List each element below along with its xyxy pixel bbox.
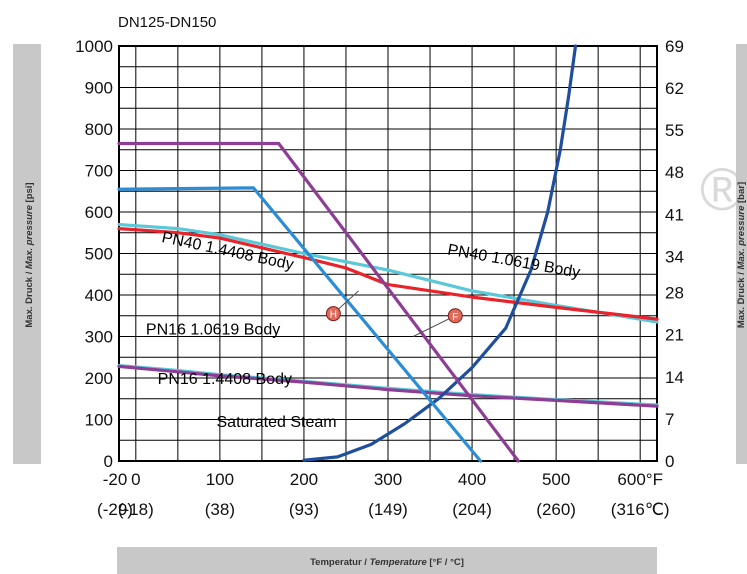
- y-right-tick-2: 14: [665, 368, 684, 387]
- x-tick-f-3: 200: [290, 470, 318, 489]
- y-right-tick-1: 7: [665, 410, 674, 429]
- series-line-3: [117, 364, 659, 408]
- y-left-tick-1: 100: [85, 411, 113, 430]
- axis-ticks: 0100200300400500600700800900100007142128…: [75, 37, 684, 519]
- series-lines: [117, 44, 659, 463]
- left-axis-band-bg: [13, 44, 41, 464]
- y-right-tick-6: 41: [665, 205, 684, 224]
- x-tick-f-6: 500: [542, 470, 570, 489]
- y-right-tick-4: 28: [665, 284, 684, 303]
- grid: [118, 45, 658, 462]
- y-left-tick-6: 600: [85, 203, 113, 222]
- y-left-tick-10: 1000: [75, 37, 113, 56]
- y-left-tick-3: 300: [85, 328, 113, 347]
- y-right-tick-0: 0: [665, 452, 674, 471]
- chart-title: DN125-DN150: [118, 14, 216, 31]
- y-left-tick-8: 800: [85, 120, 113, 139]
- y-left-tick-9: 900: [85, 79, 113, 98]
- x-tick-c-2: (38): [205, 500, 235, 519]
- series-line-6: [117, 141, 520, 463]
- x-tick-c-5: (204): [452, 500, 492, 519]
- right-axis-label: Max. Druck / Max. pressure [bar]: [736, 182, 747, 328]
- marker-f-label: F: [452, 312, 458, 323]
- y-right-tick-5: 34: [665, 247, 684, 266]
- curve-label-2: PN16 1.0619 Body: [146, 321, 280, 338]
- x-axis-label: Temperatur / Temperature [°F / °C]: [310, 557, 464, 568]
- series-line-0: [117, 222, 659, 324]
- marker-leader-1: [412, 315, 456, 337]
- marker-h-circle: [325, 306, 341, 322]
- x-tick-c-3: (93): [289, 500, 319, 519]
- series-line-5: [117, 186, 483, 463]
- x-tick-f-4: 300: [374, 470, 402, 489]
- x-tick-c-6: (260): [536, 500, 576, 519]
- right-axis-band-bg: [736, 44, 747, 464]
- y-left-tick-2: 200: [85, 369, 113, 388]
- y-left-tick-7: 700: [85, 162, 113, 181]
- curve-label-3: PN16 1.4408 Body: [158, 371, 292, 388]
- series-line-4: [302, 44, 578, 462]
- right-axis-band: Max. Druck / Max. pressure [bar]: [736, 44, 747, 464]
- x-tick-c-0: (-29): [97, 500, 133, 519]
- left-axis-label: Max. Druck / Max. pressure [psi]: [24, 182, 35, 327]
- x-tick-f-0: -20: [103, 470, 128, 489]
- curve-label-4: Saturated Steam: [217, 414, 337, 431]
- x-tick-f-7: 600°F: [617, 470, 663, 489]
- x-tick-c-1: (-18): [118, 500, 154, 519]
- y-right-tick-9: 62: [665, 79, 684, 98]
- left-axis-band: Max. Druck / Max. pressure [psi]: [13, 44, 41, 464]
- marker-h-label: H: [330, 310, 337, 321]
- x-tick-f-5: 400: [458, 470, 486, 489]
- bottom-axis-band: Temperatur / Temperature [°F / °C]: [117, 547, 657, 574]
- y-left-tick-4: 400: [85, 286, 113, 305]
- y-right-tick-7: 48: [665, 163, 684, 182]
- y-right-tick-3: 21: [665, 326, 684, 345]
- x-tick-c-4: (149): [368, 500, 408, 519]
- y-right-tick-8: 55: [665, 121, 684, 140]
- x-tick-f-1: 0: [131, 470, 140, 489]
- bottom-axis-band-bg: [117, 547, 657, 574]
- y-left-tick-5: 500: [85, 245, 113, 264]
- marker-f-circle: [447, 308, 463, 324]
- x-tick-c-7: (316℃): [611, 500, 670, 519]
- x-tick-f-2: 100: [206, 470, 234, 489]
- y-left-tick-0: 0: [104, 452, 113, 471]
- y-right-tick-10: 69: [665, 37, 684, 56]
- series-line-1: [117, 227, 659, 321]
